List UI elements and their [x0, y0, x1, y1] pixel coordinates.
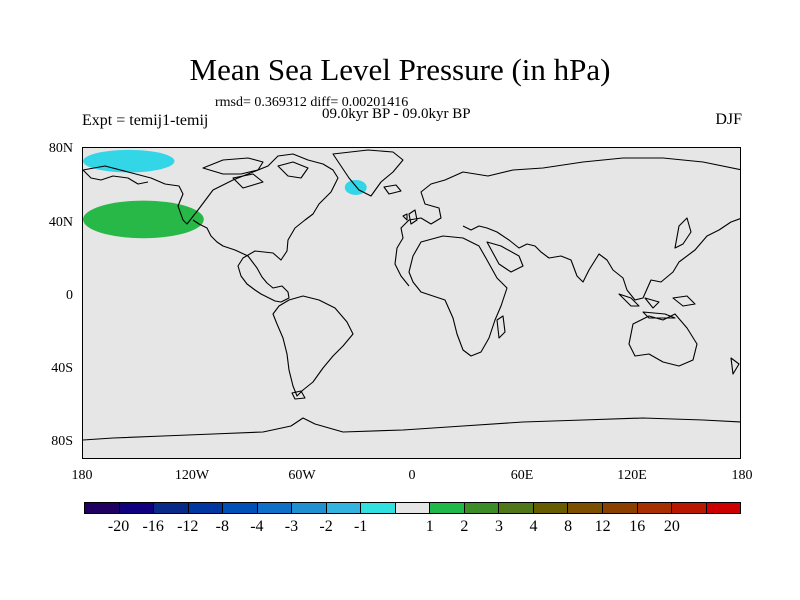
colorbar-swatch: [568, 503, 603, 513]
iceland-coast: [383, 184, 402, 195]
colorbar-label: -4: [250, 518, 264, 535]
colorbar-swatch: [706, 503, 741, 513]
arabia-coast: [486, 241, 524, 273]
colorbar-label: 12: [594, 518, 611, 535]
colorbar-swatch: [602, 503, 638, 513]
colorbar-swatch: [326, 503, 362, 513]
y-tick-label: 40N: [48, 215, 73, 230]
south-america-coast: [272, 295, 354, 397]
map-canvas: [83, 149, 740, 441]
colorbar-label: -2: [319, 518, 333, 535]
colorbar-label: 8: [564, 518, 573, 535]
x-tick-label: 60E: [510, 468, 534, 483]
y-tick-label: 80N: [48, 141, 73, 156]
colorbar-swatch: [637, 503, 673, 513]
colorbar-label: -16: [142, 518, 164, 535]
colorbar-label: -20: [107, 518, 130, 535]
africa-coast: [408, 235, 508, 357]
season-label: DJF: [715, 111, 742, 128]
y-tick-label: 40S: [51, 361, 73, 376]
australia-coast: [628, 313, 698, 367]
x-tick-label: 0: [408, 468, 416, 483]
japan-coast: [674, 217, 692, 249]
experiment-label: Expt = temij1-temij: [82, 112, 209, 129]
eurasia-coast: [394, 157, 740, 301]
colorbar-label: -3: [284, 518, 299, 535]
colorbar-swatch: [85, 503, 120, 513]
coastlines: [83, 149, 740, 441]
x-tick-label: 120E: [617, 468, 647, 483]
stats-line: rmsd= 0.369312 diff= 0.00201416: [215, 95, 409, 110]
anomaly-layer: [83, 149, 367, 239]
y-tick-label: 80S: [51, 434, 73, 449]
north-america-coast: [83, 153, 339, 303]
colorbar-swatch: [430, 503, 465, 513]
colorbar-swatch: [188, 503, 224, 513]
colorbar-swatch: [672, 503, 707, 513]
colorbar-swatch: [395, 503, 431, 513]
colorbar-label: 2: [460, 518, 469, 535]
colorbar-label: -1: [353, 518, 368, 535]
colorbar-label: 20: [663, 518, 680, 535]
canada-archipelago: [202, 157, 309, 189]
indonesia-islands: [618, 293, 696, 319]
greenland-coast: [332, 149, 404, 197]
map-title: Mean Sea Level Pressure (in hPa): [189, 52, 611, 87]
colorbar-label: -12: [177, 518, 199, 535]
period-label: 09.0kyr BP - 09.0kyr BP: [322, 106, 471, 122]
x-tick-label: 180: [71, 468, 93, 483]
colorbar-swatch: [361, 503, 396, 513]
colorbar-swatch: [223, 503, 258, 513]
tierra-del-fuego: [291, 390, 306, 400]
colorbar: [84, 502, 741, 514]
british-isles: [402, 209, 418, 225]
x-tick-label: 120W: [174, 468, 210, 483]
colorbar-swatch: [119, 503, 155, 513]
colorbar-label: 3: [494, 518, 503, 535]
colorbar-swatch: [499, 503, 534, 513]
antarctica-coast: [83, 417, 740, 441]
colorbar-swatch: [257, 503, 293, 513]
colorbar-label: 1: [425, 518, 434, 535]
colorbar-label: 4: [529, 518, 538, 535]
madagascar-coast: [496, 315, 506, 339]
colorbar-swatch: [464, 503, 500, 513]
new-zealand-coast: [730, 357, 740, 375]
north-pacific-positive-west: [83, 200, 204, 239]
colorbar-swatch: [154, 503, 189, 513]
colorbar-swatch: [533, 503, 569, 513]
colorbar-label: -8: [215, 518, 229, 535]
colorbar-label: 16: [629, 518, 646, 535]
world-map: [82, 147, 741, 459]
y-tick-label: 0: [66, 288, 73, 303]
x-tick-label: 60W: [288, 468, 316, 483]
x-tick-label: 180: [731, 468, 753, 483]
colorbar-swatch: [292, 503, 327, 513]
arctic-negative-west: [83, 149, 175, 173]
alaska-coast: [83, 169, 149, 185]
